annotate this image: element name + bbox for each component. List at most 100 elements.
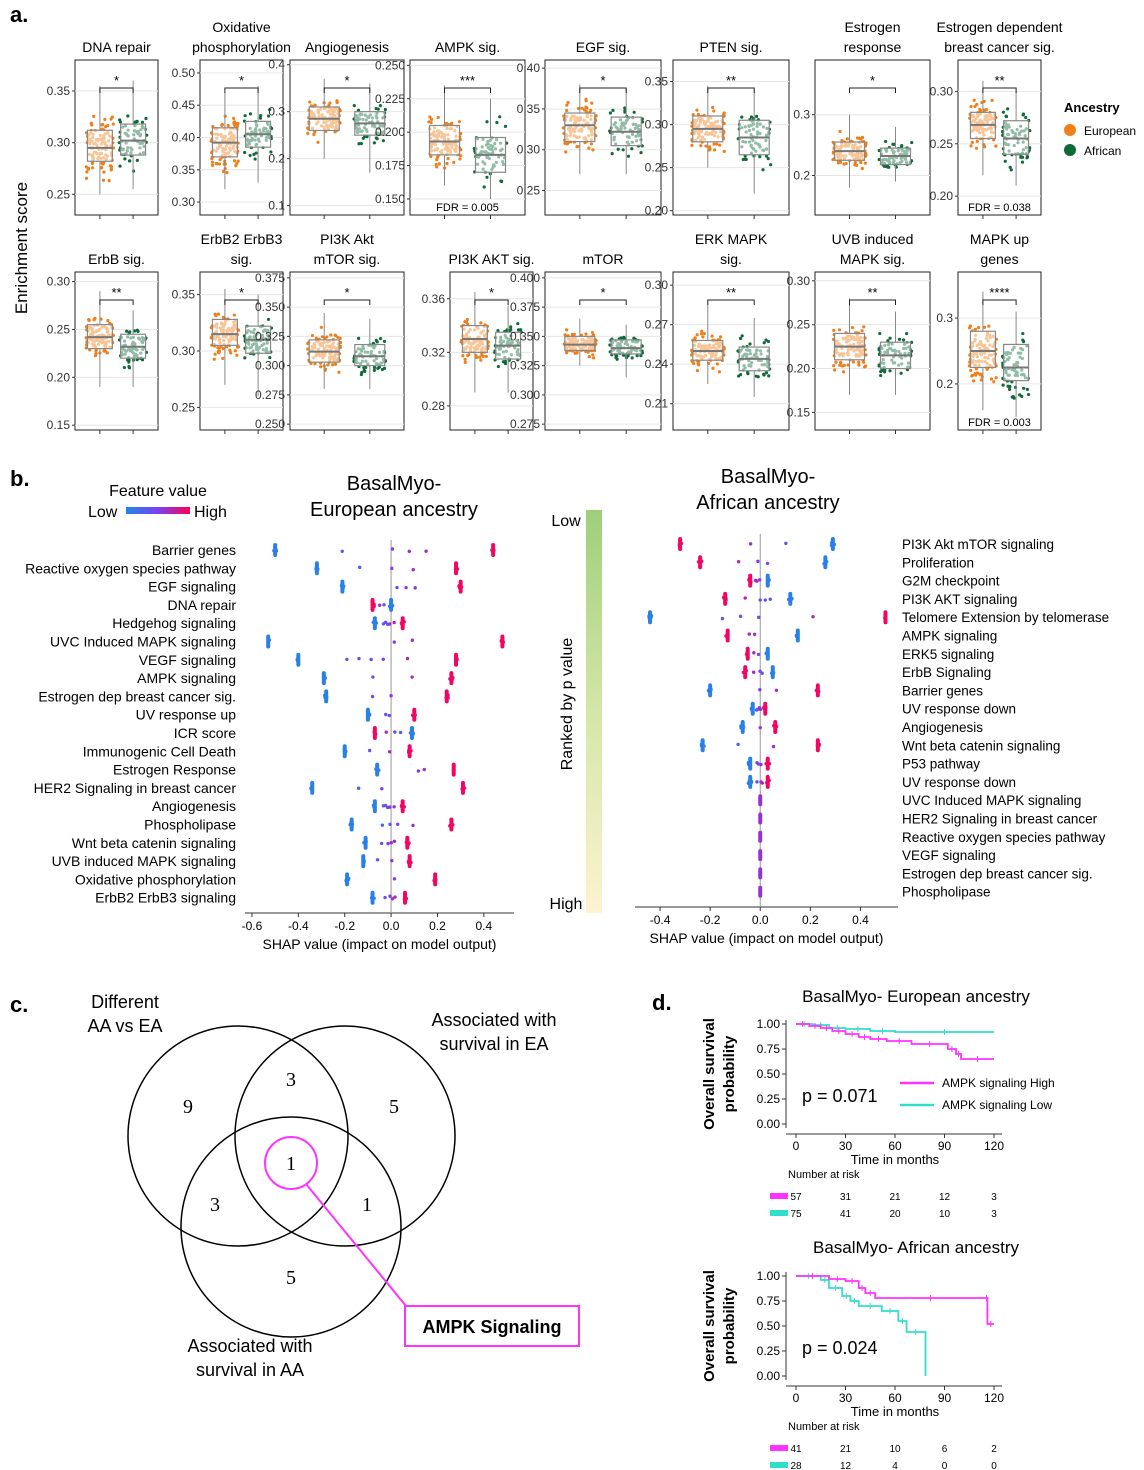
boxplot-7: 0.3 0.2 Estrogen response * (793, 19, 931, 219)
african-point (135, 158, 139, 162)
significance-stars: * (600, 73, 605, 88)
boxplot-1: 0.35 0.30 0.25 DNA repair * (47, 39, 159, 219)
european-point (699, 144, 703, 148)
km-y-label-line1: Overall survival (701, 1270, 718, 1382)
significance-stars: * (344, 73, 349, 88)
shap-x-tick-label: -0.4 (288, 919, 309, 933)
european-point (232, 116, 236, 120)
y-tick-label: 0.24 (645, 357, 669, 371)
km-x-tick-label: 120 (984, 1391, 1004, 1405)
shap-point (367, 748, 372, 753)
venn-callout-label: AMPK Signaling (423, 1317, 562, 1337)
african-point (755, 114, 759, 118)
shap-point-cluster-high (491, 543, 496, 557)
european-point (226, 123, 230, 128)
shap-point-cluster (758, 812, 763, 825)
shap-feature-label: Estrogen dep breast cancer sig. (902, 866, 1093, 881)
european-point (306, 126, 310, 130)
venn-set1-label-line1: Different (91, 992, 159, 1012)
km-risk-count-low: 0 (991, 1461, 997, 1470)
km-risk-count-high: 6 (942, 1444, 948, 1455)
european-point (863, 161, 867, 165)
boxplot-8: 0.30 0.25 0.20 Estrogen dependent breast can… (930, 19, 1063, 219)
y-tick-label: 0.2 (793, 168, 810, 182)
y-tick-label: 0.32 (422, 345, 446, 359)
african-point (626, 154, 631, 158)
european-point (463, 357, 467, 361)
y-tick-label: 0.25 (517, 184, 541, 198)
y-tick-label: 0.350 (510, 329, 540, 343)
african-point (1007, 387, 1012, 392)
african-point (509, 325, 513, 329)
african-point (362, 366, 366, 370)
african-point (611, 108, 615, 112)
shap-point-cluster-low (740, 720, 745, 734)
shap-point-cluster-high (454, 561, 459, 576)
venn-circle-different (127, 1025, 349, 1247)
european-point (700, 329, 704, 333)
km-y-tick-label: 1.00 (757, 1017, 781, 1031)
african-point (127, 159, 132, 163)
european-point (853, 160, 857, 165)
km-risk-count-low: 75 (790, 1209, 802, 1220)
shap-x-tick-label: -0.2 (334, 919, 355, 933)
european-point (232, 313, 236, 317)
shap-x-tick-label: 0.4 (852, 913, 869, 927)
shap-point-cluster-high (745, 646, 750, 661)
african-point (1001, 110, 1006, 114)
european-point (718, 335, 723, 339)
shap-point-cluster-high (698, 555, 703, 570)
shap-point-cluster-high (403, 890, 408, 905)
shap-point (759, 762, 763, 767)
european-point (855, 136, 860, 140)
european-point (973, 327, 978, 331)
european-point (860, 166, 864, 171)
km-x-tick-label: 60 (888, 1391, 902, 1405)
shap-feature-label: UV response up (136, 707, 237, 723)
venn-callout-line (305, 1183, 407, 1307)
y-tick-label: 0.40 (517, 61, 541, 75)
y-tick-label: 0.20 (787, 362, 811, 376)
european-point (221, 347, 225, 351)
shap-feature-label: Telomere Extension by telomerase (902, 610, 1109, 625)
shap-feature-label: Phospholipase (902, 885, 991, 900)
european-point (696, 112, 700, 117)
european-point (587, 146, 591, 150)
fdr-label: FDR = 0.003 (968, 417, 1031, 429)
boxplot-title: breast cancer sig. (944, 39, 1055, 55)
km-risk-count-low: 41 (840, 1209, 852, 1220)
shap-point-cluster-high (743, 665, 748, 680)
european-point (216, 346, 220, 350)
european-point (87, 317, 91, 322)
shap-point (771, 744, 776, 749)
km-risk-count-low: 4 (892, 1461, 898, 1470)
european-point (590, 101, 594, 105)
boxplot-14: 0.30 0.27 0.24 0.21 ERK MAPK sig. ** (645, 231, 790, 434)
european-point (841, 370, 846, 374)
km-x-tick-label: 90 (938, 1139, 952, 1153)
shap-point-cluster-low (765, 573, 770, 588)
km-risk-count-low: 20 (889, 1209, 901, 1220)
european-point (722, 111, 726, 115)
shap-point (398, 730, 403, 735)
african-point (496, 364, 500, 369)
panel-label-a: a. (10, 2, 28, 27)
shap-title: African ancestry (696, 492, 839, 514)
km-curve-high (796, 1023, 994, 1060)
shap-point (393, 730, 397, 734)
european-point (561, 126, 565, 130)
shap-point (390, 566, 394, 571)
shap-point (411, 567, 415, 572)
shap-feature-label: AMPK signaling (902, 629, 997, 644)
y-tick-label: 0.15 (787, 405, 811, 419)
shap-feature-label: Phospholipase (144, 817, 236, 833)
african-point (1021, 112, 1026, 116)
km-x-tick-label: 0 (793, 1391, 800, 1405)
km-legend-high-label: AMPK signaling High (942, 1076, 1055, 1090)
european-point (218, 157, 222, 162)
african-point (1021, 340, 1026, 344)
shap-point (410, 638, 415, 642)
shap-point-cluster-low (748, 774, 753, 789)
shap-point-cluster-low (788, 591, 793, 606)
